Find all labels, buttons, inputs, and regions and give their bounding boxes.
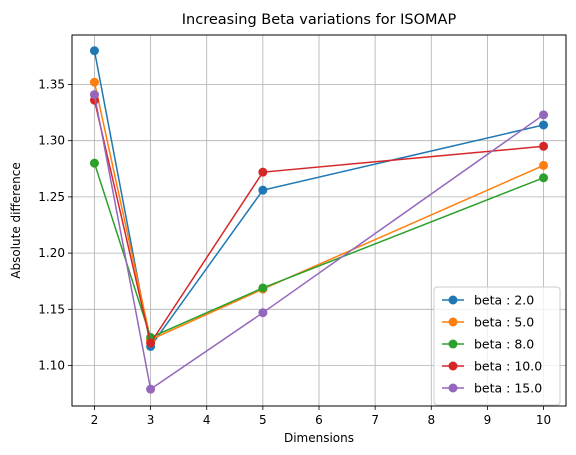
y-tick-label: 1.15 bbox=[38, 302, 65, 316]
y-tick-label: 1.20 bbox=[38, 246, 65, 260]
data-point bbox=[146, 384, 156, 394]
y-tick-label: 1.25 bbox=[38, 190, 65, 204]
data-point bbox=[89, 46, 99, 56]
series-line bbox=[93, 100, 544, 345]
x-tick-label: 3 bbox=[147, 413, 155, 427]
data-point bbox=[539, 110, 549, 120]
legend-label: beta : 5.0 bbox=[474, 315, 534, 330]
x-tick-label: 10 bbox=[536, 413, 551, 427]
y-axis: 1.10 1.15 1.20 1.25 1.30 1.35 bbox=[38, 77, 72, 373]
legend-label: beta : 8.0 bbox=[474, 337, 534, 352]
data-point bbox=[146, 338, 156, 348]
data-point bbox=[89, 90, 99, 100]
series-line bbox=[93, 82, 544, 341]
data-point bbox=[89, 77, 99, 87]
legend-marker bbox=[448, 339, 458, 349]
chart-title: Increasing Beta variations for ISOMAP bbox=[182, 12, 457, 28]
series-line bbox=[93, 94, 544, 391]
grid bbox=[72, 35, 566, 406]
legend-item[interactable]: beta : 2.0 bbox=[442, 293, 534, 308]
x-tick-label: 6 bbox=[315, 413, 323, 427]
x-tick-label: 2 bbox=[91, 413, 99, 427]
x-tick-label: 7 bbox=[371, 413, 379, 427]
y-tick-label: 1.30 bbox=[38, 134, 65, 148]
y-tick-label: 1.10 bbox=[38, 359, 65, 373]
legend[interactable]: beta : 2.0 beta : 5.0 beta : 8.0 beta : 10.… bbox=[433, 286, 561, 406]
legend-marker bbox=[448, 361, 458, 371]
data-point bbox=[539, 173, 549, 183]
data-point bbox=[89, 158, 99, 168]
series-3 bbox=[89, 95, 549, 348]
legend-marker bbox=[448, 295, 458, 305]
legend-item[interactable]: beta : 15.0 bbox=[442, 381, 542, 396]
data-point bbox=[258, 308, 268, 318]
series-line bbox=[93, 162, 544, 339]
data-point bbox=[539, 120, 549, 130]
legend-label: beta : 10.0 bbox=[474, 359, 542, 374]
x-axis-label: Dimensions bbox=[284, 431, 354, 445]
x-axis: 2 3 4 5 6 7 8 9 10 bbox=[91, 406, 551, 427]
data-point bbox=[539, 160, 549, 170]
series-layer bbox=[89, 46, 549, 394]
series-line bbox=[93, 50, 544, 349]
legend-item[interactable]: beta : 10.0 bbox=[442, 359, 542, 374]
series-4 bbox=[89, 90, 549, 394]
legend-box bbox=[433, 286, 561, 406]
data-point bbox=[258, 283, 268, 293]
legend-label: beta : 2.0 bbox=[474, 293, 534, 308]
data-point bbox=[258, 185, 268, 195]
data-point bbox=[258, 167, 268, 177]
y-axis-label: Absolute difference bbox=[9, 162, 23, 279]
y-tick-label: 1.35 bbox=[38, 77, 65, 91]
legend-item[interactable]: beta : 8.0 bbox=[442, 337, 534, 352]
data-point bbox=[539, 141, 549, 151]
legend-marker bbox=[448, 383, 458, 393]
x-tick-label: 5 bbox=[259, 413, 267, 427]
x-tick-label: 8 bbox=[427, 413, 435, 427]
legend-marker bbox=[448, 317, 458, 327]
x-tick-label: 4 bbox=[203, 413, 211, 427]
x-tick-label: 9 bbox=[484, 413, 492, 427]
legend-label: beta : 15.0 bbox=[474, 381, 542, 396]
legend-item[interactable]: beta : 5.0 bbox=[442, 315, 534, 330]
